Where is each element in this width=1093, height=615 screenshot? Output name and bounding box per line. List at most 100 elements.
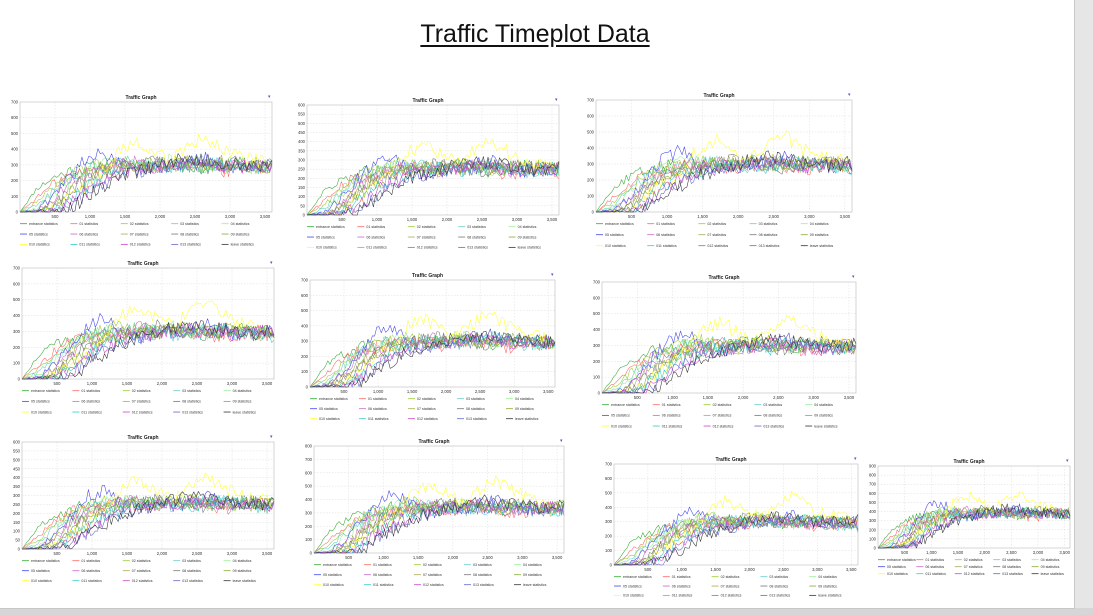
chart-menu-icon[interactable]: ▾ xyxy=(270,434,273,440)
chart-menu-icon[interactable]: ▾ xyxy=(560,438,563,444)
x-tick-label: 1,500 xyxy=(407,217,418,222)
legend-label: 07 statistics xyxy=(707,233,726,237)
x-tick-label: 3,000 xyxy=(808,395,819,400)
y-tick-label: 300 xyxy=(11,162,19,167)
y-tick-label: 300 xyxy=(605,519,613,524)
chart-menu-icon[interactable]: ▾ xyxy=(555,97,558,103)
y-tick-label: 300 xyxy=(593,343,601,348)
series-line xyxy=(595,150,853,213)
x-tick-label: 2,000 xyxy=(738,395,749,400)
x-tick-label: 1,500 xyxy=(413,555,424,560)
vertical-scrollbar[interactable] xyxy=(1074,0,1093,608)
chart-caption: Traffic Graph xyxy=(412,98,443,104)
legend-label: 04 statistics xyxy=(233,559,252,563)
chart-menu-icon[interactable]: ▾ xyxy=(270,260,273,266)
y-tick-label: 500 xyxy=(298,121,306,126)
series-line xyxy=(306,160,560,216)
legend-label: 09 statistics xyxy=(1041,565,1060,569)
y-tick-label: 100 xyxy=(13,361,21,366)
legend-label: entrance statistics xyxy=(611,403,640,407)
series-line xyxy=(307,159,560,216)
legend-label: 05 statistics xyxy=(887,565,906,569)
chart-menu-icon[interactable]: ▾ xyxy=(854,456,857,462)
legend-label: 02 statistics xyxy=(132,559,151,563)
y-tick-label: 700 xyxy=(11,100,19,105)
legend-label: leave statistics xyxy=(233,579,257,583)
y-tick-label: 350 xyxy=(13,484,21,489)
x-tick-label: 3,000 xyxy=(509,389,520,394)
x-tick-label: 2,500 xyxy=(773,395,784,400)
series-line xyxy=(306,156,560,216)
y-tick-label: 0 xyxy=(874,546,877,551)
legend-label: 04 statistics xyxy=(818,575,837,579)
legend-label: 04 statistics xyxy=(233,389,252,393)
x-tick-label: 3,000 xyxy=(512,217,523,222)
x-tick-label: 2,000 xyxy=(157,551,168,556)
y-tick-label: 300 xyxy=(869,518,877,523)
y-tick-label: 700 xyxy=(605,462,613,467)
legend-label: 011 statistics xyxy=(656,244,677,248)
legend-label: 02 statistics xyxy=(417,225,436,229)
legend-label: 01 statistics xyxy=(662,403,681,407)
y-tick-label: 700 xyxy=(587,98,595,103)
x-tick-label: 3,500 xyxy=(260,214,271,219)
legend-label: 08 statistics xyxy=(763,414,782,418)
traffic-graph-panel: Traffic Graph ▾ 0 100 200 300 400 500 600 700 500 1… xyxy=(600,454,862,608)
legend-label: 02 statistics xyxy=(423,563,442,567)
traffic-graph-panel: Traffic Graph ▾ 0 50 100 150 200 250 300 350 400 45… xyxy=(293,95,563,261)
y-tick-label: 500 xyxy=(11,131,19,136)
legend-label: entrance statistics xyxy=(316,225,345,229)
y-tick-label: 50 xyxy=(15,538,20,543)
legend-label: 01 statistics xyxy=(81,559,100,563)
legend-label: 09 statistics xyxy=(814,414,833,418)
series-line xyxy=(20,153,273,213)
x-tick-label: 500 xyxy=(339,217,347,222)
legend-label: 02 statistics xyxy=(964,558,983,562)
series-line xyxy=(307,159,560,216)
chart-menu-icon[interactable]: ▾ xyxy=(551,272,554,278)
legend-label: 011 statistics xyxy=(368,417,389,421)
series-line xyxy=(307,137,560,216)
x-tick-label: 2,000 xyxy=(155,214,166,219)
series-line xyxy=(309,332,556,388)
traffic-graph-svg: Traffic Graph ▾ 0 100 200 300 400 500 600 700 500 1… xyxy=(13,260,275,414)
x-tick-label: 1,000 xyxy=(677,567,688,572)
legend-label: 011 statistics xyxy=(81,410,102,414)
plot-area xyxy=(309,279,556,388)
series-line xyxy=(878,491,1071,549)
y-tick-label: 100 xyxy=(869,536,877,541)
legend-label: 010 statistics xyxy=(323,583,344,587)
legend-label: 013 statistics xyxy=(467,246,488,250)
legend-label: 010 statistics xyxy=(29,243,50,247)
legend-label: 013 statistics xyxy=(182,410,203,414)
legend-label: 08 statistics xyxy=(769,584,788,588)
x-tick-label: 3,500 xyxy=(547,217,558,222)
y-tick-label: 500 xyxy=(13,457,21,462)
legend-label: 04 statistics xyxy=(810,222,829,226)
legend-label: 07 statistics xyxy=(130,232,149,236)
y-tick-label: 800 xyxy=(305,444,313,449)
x-tick-label: 1,000 xyxy=(372,217,383,222)
x-tick-label: 1,500 xyxy=(710,567,721,572)
y-tick-label: 500 xyxy=(869,500,877,505)
legend-label: 013 statistics xyxy=(473,583,494,587)
y-tick-label: 0 xyxy=(303,213,306,218)
chart-menu-icon[interactable]: ▾ xyxy=(268,94,271,100)
series-line xyxy=(22,323,275,380)
series-line xyxy=(613,506,859,566)
series-line xyxy=(22,313,275,380)
chart-menu-icon[interactable]: ▾ xyxy=(1066,458,1069,464)
legend-label: 01 statistics xyxy=(672,575,691,579)
x-tick-label: 3,000 xyxy=(1033,550,1044,555)
chart-menu-icon[interactable]: ▾ xyxy=(848,92,851,98)
x-tick-label: 3,000 xyxy=(227,551,238,556)
chart-menu-icon[interactable]: ▾ xyxy=(852,274,855,280)
y-tick-label: 200 xyxy=(13,511,21,516)
series-line xyxy=(614,515,859,566)
x-tick-label: 3,000 xyxy=(225,214,236,219)
legend-label: leave statistics xyxy=(810,244,834,248)
y-tick-label: 100 xyxy=(587,194,595,199)
series-line xyxy=(21,485,275,550)
y-tick-label: 300 xyxy=(587,162,595,167)
y-tick-label: 200 xyxy=(298,176,306,181)
